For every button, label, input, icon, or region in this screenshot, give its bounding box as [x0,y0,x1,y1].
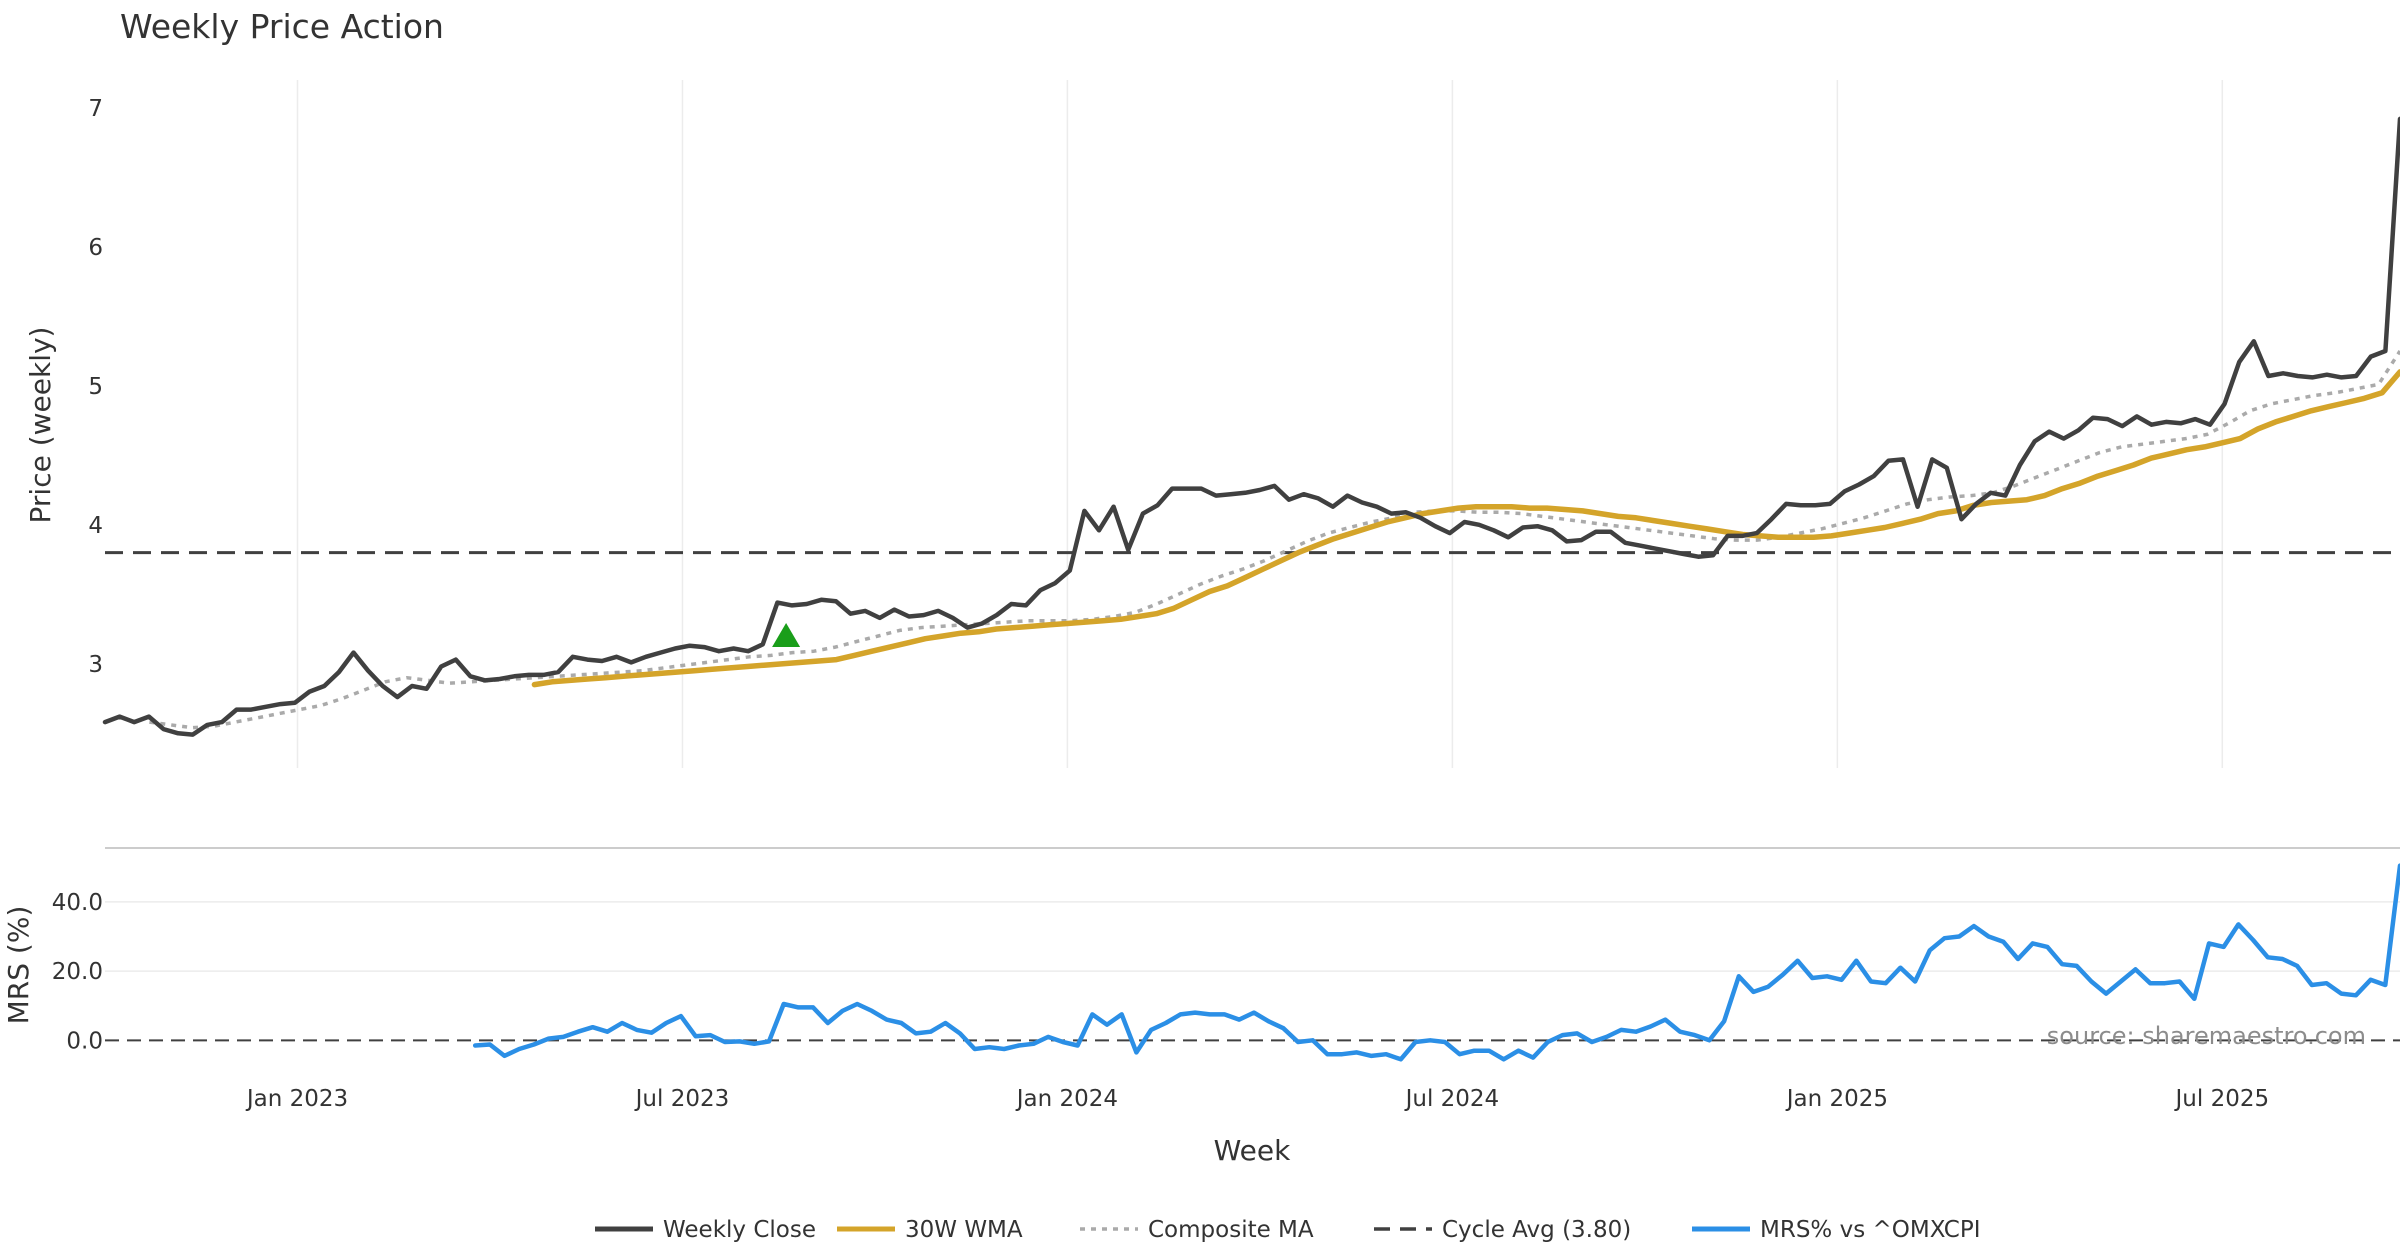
mrs-y-axis-label: MRS (%) [2,906,35,1025]
x-tick-label: Jul 2023 [634,1086,730,1112]
weekly-close-line [102,116,2400,737]
price-panel-grid [296,80,2224,768]
x-tick-label: Jul 2024 [1404,1086,1500,1112]
mrs-line [472,863,2400,1062]
x-axis-label: Week [1214,1134,1291,1167]
mrs-panel-grid [105,901,2400,972]
x-axis-ticks: Jan 2023 Jul 2023 Jan 2024 Jul 2024 Jan 2025… [245,1086,2269,1112]
composite-ma-line [149,350,2400,730]
x-tick-label: Jan 2023 [245,1086,348,1112]
price-y-tick-label: 7 [88,96,103,122]
price-y-tick-label: 6 [88,235,103,261]
legend-label: 30W WMA [905,1217,1023,1243]
price-y-ticks: 3 4 5 6 7 [88,96,103,678]
legend-label: Weekly Close [663,1217,816,1243]
price-y-axis-label: Price (weekly) [24,327,57,524]
legend: Weekly Close 30W WMA Composite MA Cycle Avg… [595,1217,1981,1243]
legend-label: Cycle Avg (3.80) [1442,1217,1631,1243]
mrs-y-tick-label: 0.0 [66,1028,103,1054]
mrs-y-ticks: 0.0 20.0 40.0 [52,890,103,1054]
mrs-y-tick-label: 20.0 [52,959,103,985]
x-tick-label: Jan 2024 [1015,1086,1118,1112]
price-y-tick-label: 5 [88,374,103,400]
price-y-tick-label: 4 [88,513,103,539]
source-note: source: sharemaestro.com [2047,1022,2366,1050]
wma-30w-line [531,369,2400,688]
legend-label: Composite MA [1148,1217,1314,1243]
mrs-y-tick-label: 40.0 [52,890,103,916]
price-y-tick-label: 3 [88,652,103,678]
chart-title: Weekly Price Action [120,7,444,46]
x-tick-label: Jul 2025 [2174,1086,2270,1112]
x-tick-label: Jan 2025 [1785,1086,1888,1112]
legend-label: MRS% vs ^OMXCPI [1760,1217,1981,1243]
buy-signal-marker [772,622,801,647]
